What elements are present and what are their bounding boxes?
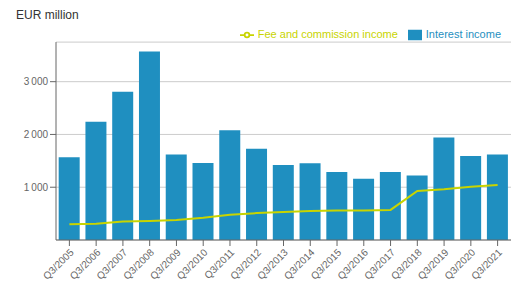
svg-text:Q3/2020: Q3/2020 <box>442 246 478 282</box>
html-text:EUR million: EUR million <box>16 8 79 22</box>
svg-text:Q3/2012: Q3/2012 <box>228 246 264 282</box>
svg-text:1 000: 1 000 <box>24 182 49 193</box>
html-text:Interest income: Interest income <box>425 28 501 40</box>
svg-text:Q3/2008: Q3/2008 <box>121 246 157 282</box>
svg-text:3 000: 3 000 <box>24 76 49 87</box>
svg-text:Q3/2006: Q3/2006 <box>67 246 103 282</box>
svg-text:Q3/2010: Q3/2010 <box>174 246 210 282</box>
svg-text:Q3/2009: Q3/2009 <box>148 246 183 282</box>
svg-text:2 000: 2 000 <box>24 129 49 140</box>
svg-text:Q3/2015: Q3/2015 <box>308 246 344 282</box>
svg-text:Q3/2017: Q3/2017 <box>362 246 397 282</box>
svg-text:Q3/2019: Q3/2019 <box>415 246 451 282</box>
svg-text:Q3/2005: Q3/2005 <box>40 246 76 282</box>
svg-text:Q3/2007: Q3/2007 <box>94 246 130 282</box>
svg-text:Q3/2011: Q3/2011 <box>202 246 237 281</box>
svg-text:Q3/2016: Q3/2016 <box>335 246 371 282</box>
svg-text:Q3/2013: Q3/2013 <box>255 246 290 282</box>
svg-text:Q3/2021: Q3/2021 <box>469 246 504 281</box>
svg-text:Q3/2018: Q3/2018 <box>388 246 424 282</box>
html-text:Fee and commission income: Fee and commission income <box>257 28 398 40</box>
svg-text:Q3/2014: Q3/2014 <box>281 246 317 282</box>
